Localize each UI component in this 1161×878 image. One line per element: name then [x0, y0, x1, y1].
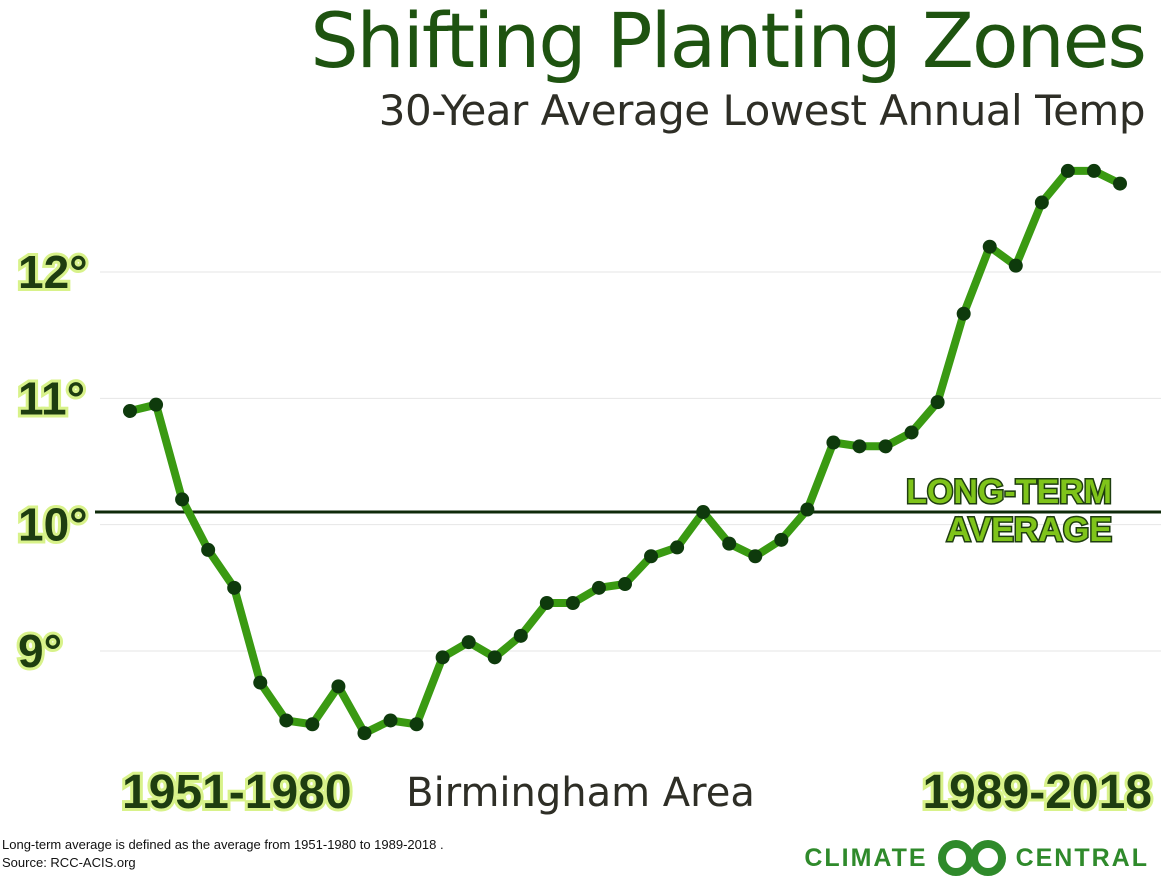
- data-point: [982, 239, 997, 254]
- data-point: [1008, 258, 1023, 273]
- series-line: [126, 166, 1124, 738]
- data-point: [435, 650, 450, 665]
- data-point: [201, 542, 216, 557]
- y-tick-label: 12°: [18, 246, 88, 298]
- data-point: [618, 577, 632, 592]
- data-point: [383, 713, 398, 728]
- data-point: [670, 540, 685, 555]
- data-point: [644, 549, 659, 564]
- footnote-source: Source: RCC-ACIS.org: [2, 855, 136, 870]
- data-point: [930, 395, 945, 410]
- climate-central-logo: CLIMATE CENTRAL: [804, 838, 1149, 878]
- long-term-label-line1: LONG-TERM: [906, 473, 1112, 511]
- data-point: [149, 397, 164, 412]
- data-point: [357, 726, 372, 741]
- data-point: [1086, 163, 1101, 178]
- y-tick-label: 11°: [18, 372, 85, 424]
- data-point: [461, 635, 476, 650]
- gridlines: [100, 271, 1161, 652]
- data-point: [956, 306, 971, 321]
- footnote-definition: Long-term average is defined as the aver…: [2, 837, 444, 852]
- location-label: Birmingham Area: [406, 770, 755, 816]
- data-point: [1034, 195, 1049, 210]
- data-point: [253, 675, 268, 690]
- data-point: [305, 717, 320, 732]
- chart-title: Shifting Planting Zones: [310, 0, 1147, 85]
- data-point: [748, 549, 763, 564]
- data-point: [1060, 163, 1075, 178]
- rings-icon: [937, 840, 1006, 876]
- logo-text-right: CENTRAL: [1015, 843, 1149, 872]
- start-period-label: 1951-1980: [122, 766, 352, 819]
- data-point: [123, 403, 137, 418]
- footnote: Long-term average is defined as the aver…: [2, 836, 444, 872]
- data-point: [487, 650, 502, 665]
- data-point: [539, 595, 554, 610]
- data-point: [565, 595, 580, 610]
- y-tick-label: 9°: [18, 625, 62, 677]
- chart-subtitle: 30-Year Average Lowest Annual Temp: [378, 86, 1146, 135]
- long-term-label-line2: AVERAGE: [946, 511, 1112, 549]
- data-point: [175, 492, 190, 507]
- data-point: [826, 435, 841, 450]
- logo-text-left: CLIMATE: [804, 843, 928, 872]
- data-point: [696, 505, 711, 520]
- data-point: [722, 536, 737, 551]
- data-point: [852, 439, 867, 454]
- y-tick-label: 10°: [18, 499, 88, 551]
- data-points: [123, 163, 1127, 741]
- data-point: [1113, 176, 1127, 191]
- data-point: [904, 425, 919, 440]
- data-point: [409, 717, 424, 732]
- data-point: [513, 628, 528, 643]
- data-point: [774, 532, 789, 547]
- data-point: [227, 580, 242, 595]
- data-point: [591, 580, 606, 595]
- y-axis-ticks: 12° 11° 10° 9°: [15, 243, 91, 680]
- data-point: [800, 502, 815, 517]
- end-period-label: 1989-2018: [922, 766, 1152, 819]
- data-point: [331, 679, 346, 694]
- data-point: [279, 713, 294, 728]
- data-point: [878, 439, 893, 454]
